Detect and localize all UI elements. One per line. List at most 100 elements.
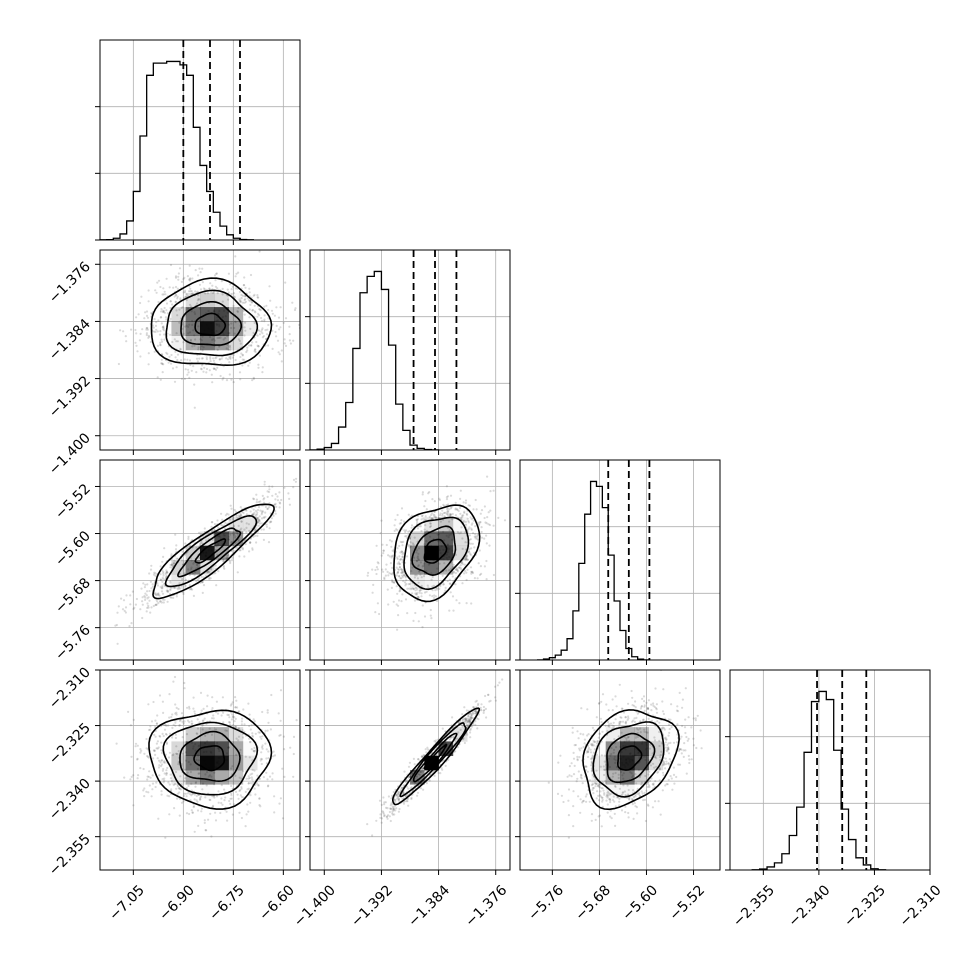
sample-point [155,747,158,750]
sample-point [302,781,304,783]
sample-point [417,557,420,561]
sample-point [390,807,393,810]
sample-point [657,770,660,773]
sample-point [401,561,404,564]
sample-point [680,735,683,738]
sample-point [459,531,463,534]
sample-point [243,301,246,304]
sample-point [469,729,472,732]
sample-point [214,819,218,822]
sample-point [149,611,152,614]
sample-point [139,748,142,751]
sample-point [465,571,468,574]
y-tick-label: −5.76 [52,622,94,664]
sample-point [429,522,432,525]
sample-point [155,328,158,331]
sample-point [135,597,138,601]
sample-point [367,571,370,575]
sample-point [180,559,184,562]
sample-point [401,570,404,573]
sample-point [157,766,161,769]
sample-point [164,293,167,296]
sample-point [252,512,255,516]
sample-point [392,808,395,811]
sample-point [399,522,403,525]
sample-point [201,281,204,284]
sample-point [161,362,164,366]
sample-point [223,799,226,802]
sample-point [606,791,609,794]
sample-point [593,729,596,732]
sample-point [401,792,404,796]
sample-point [414,592,417,595]
sample-point [265,304,268,307]
sample-point [211,291,215,295]
sample-point [165,571,168,574]
sample-point [147,756,150,759]
sample-point [419,770,422,774]
sample-point [640,704,644,708]
sample-point [256,774,259,777]
sample-point [243,313,246,316]
sample-point [473,535,476,538]
sample-point [586,708,589,711]
sample-point [124,335,127,338]
sample-point [248,291,251,294]
sample-point [227,298,230,301]
sample-point [389,804,392,807]
sample-point [578,749,582,752]
sample-point [606,796,609,799]
sample-point [257,784,260,787]
sample-point [482,709,485,712]
sample-point [167,361,170,364]
sample-point [458,721,461,724]
sample-point [159,341,162,344]
sample-point [187,535,190,539]
sample-point [458,506,462,510]
sample-point [647,712,650,715]
sample-point [171,736,174,739]
sample-point [271,485,274,488]
sample-point [665,762,668,766]
sample-point [484,707,487,711]
sample-point [648,747,652,750]
sample-point [239,513,242,516]
sample-point [245,513,248,516]
sample-point [203,288,206,291]
sample-point [306,477,308,479]
sample-point [249,801,252,804]
sample-point [418,773,421,776]
sample-point [398,575,401,578]
sample-point [230,718,233,721]
sample-point [129,724,132,727]
sample-point [664,757,667,760]
sample-point [143,586,146,589]
sample-point [261,371,264,374]
sample-point [483,516,486,520]
sample-point [196,718,199,721]
sample-point [603,773,606,777]
sample-point [129,603,132,606]
sample-point [203,821,206,825]
sample-point [468,504,471,507]
sample-point [193,798,196,801]
sample-point [175,366,178,369]
sample-point [165,772,168,775]
sample-point [216,336,219,340]
sample-point [455,567,458,570]
sample-point [601,800,604,803]
sample-point [150,587,153,590]
sample-point [254,793,257,796]
sample-point [438,562,441,565]
x-tick-label: −1.400 [291,882,339,930]
sample-point [476,577,479,580]
sample-point [145,610,148,613]
sample-point [417,558,420,562]
sample-point [645,789,648,792]
sample-point [214,811,217,814]
sample-point [221,518,224,521]
sample-point [237,514,240,517]
sample-point [147,289,150,292]
sample-point [631,803,634,806]
sample-point [220,512,223,515]
